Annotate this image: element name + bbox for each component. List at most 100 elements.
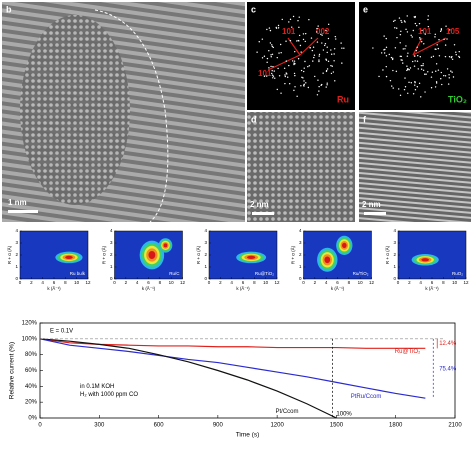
fft-speckle <box>270 56 272 58</box>
fft-speckle <box>420 96 422 98</box>
x-tick-label: 10 <box>263 280 269 285</box>
fft-speckle <box>289 39 292 42</box>
fft-speckle <box>424 91 426 93</box>
wavelet-contour <box>65 255 73 260</box>
fft-speckle <box>275 27 278 29</box>
fft-speckle <box>291 60 294 62</box>
fft-speckle <box>304 60 306 63</box>
fft-speckle <box>418 82 421 85</box>
fft-speckle <box>317 25 319 27</box>
fft-speckle <box>403 20 406 22</box>
fft-speckle <box>330 72 333 75</box>
y-axis-label: R + α (Å) <box>290 245 296 264</box>
fft-speckle <box>266 28 268 31</box>
fft-speckle <box>453 44 456 46</box>
fft-speckle <box>325 29 327 32</box>
fft-speckle <box>284 82 286 85</box>
fft-speckle <box>408 69 410 71</box>
fft-speckle <box>289 18 292 21</box>
y-tick-label: 4 <box>15 228 18 233</box>
fft-speckle <box>404 77 406 79</box>
fft-speckle <box>318 59 320 61</box>
y-tick-label: 60% <box>25 368 38 374</box>
fft-speckle <box>446 38 448 40</box>
fft-speckle <box>452 76 455 78</box>
fft-speckle <box>284 75 287 78</box>
fft-speckle <box>383 35 385 37</box>
particle <box>20 15 130 205</box>
fft-speckle <box>294 50 296 53</box>
scale-bar <box>252 212 274 215</box>
fft-speckle <box>256 51 258 53</box>
fft-speckle <box>394 47 397 49</box>
fft-speckle <box>435 70 437 72</box>
fft-speckle <box>285 40 287 42</box>
y-tick-label: 3 <box>110 240 113 245</box>
fft-speckle <box>448 74 450 76</box>
fft-speckle <box>406 15 408 17</box>
x-tick-label: 8 <box>348 280 351 285</box>
fft-speckle <box>415 49 418 52</box>
fft-speckle <box>325 69 328 72</box>
fft-speckle <box>292 15 295 18</box>
x-axis-label: k (Å⁻¹) <box>425 285 439 291</box>
panel-letter: e <box>363 4 368 14</box>
fft-speckle <box>276 88 278 91</box>
fft-speckle <box>268 67 270 69</box>
fft-speckle <box>294 63 296 65</box>
fft-speckle <box>437 47 440 50</box>
fft-speckle <box>414 22 417 25</box>
spot-label: 101 <box>258 69 272 78</box>
fft-speckle <box>444 44 447 46</box>
x-tick-label: 2 <box>314 280 317 285</box>
fft-speckle <box>258 41 260 43</box>
fft-speckle <box>427 15 430 17</box>
x-tick-label: 6 <box>53 280 56 285</box>
fft-speckle <box>448 77 450 79</box>
fft-speckle <box>299 44 302 47</box>
scale-label: 1 nm <box>8 198 27 207</box>
fft-speckle <box>322 49 325 51</box>
spot-label: 101 <box>282 27 296 36</box>
fft-speckle <box>266 57 269 60</box>
wavelet-map <box>303 230 372 280</box>
y-tick-label: 0% <box>28 416 37 422</box>
fft-speckle <box>341 47 343 49</box>
fft-speckle <box>407 67 409 70</box>
x-axis-label: k (Å⁻¹) <box>331 285 345 291</box>
fft-speckle <box>399 94 402 97</box>
fft-speckle <box>343 47 345 49</box>
wavelet-contour <box>148 250 156 260</box>
y-tick-label: 120% <box>22 321 38 327</box>
fft-speckle <box>458 50 460 53</box>
fft-speckle <box>423 43 425 45</box>
x-tick-label: 2 <box>408 280 411 285</box>
fft-speckle <box>406 55 409 57</box>
fft-speckle <box>441 83 443 86</box>
fft-speckle <box>291 26 293 28</box>
y-tick-label: 0 <box>15 276 18 281</box>
fft-speckle <box>443 38 445 41</box>
fft-speckle <box>280 92 282 94</box>
fft-speckle <box>392 57 394 59</box>
fft-speckle <box>318 85 320 88</box>
fft-speckle <box>317 79 319 81</box>
wavelet-contour <box>342 242 347 249</box>
fft-speckle <box>451 58 454 60</box>
fft-speckle <box>272 77 274 79</box>
fft-speckle <box>298 26 300 29</box>
fft-speckle <box>431 71 434 73</box>
fft-speckle <box>404 86 407 88</box>
fft-speckle <box>416 46 418 49</box>
fft-speckle <box>330 49 332 51</box>
fft-speckle <box>404 21 406 23</box>
fft-speckle <box>424 73 426 75</box>
fft-speckle <box>280 51 282 54</box>
fft-speckle <box>294 74 296 77</box>
fft-speckle <box>416 24 418 27</box>
fft-speckle <box>293 72 296 75</box>
wavelet-contour <box>324 256 331 264</box>
fft-speckle <box>318 55 320 57</box>
fft-speckle <box>440 71 443 74</box>
